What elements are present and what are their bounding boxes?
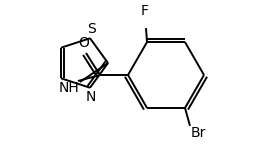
Text: O: O xyxy=(79,36,89,50)
Text: N: N xyxy=(86,90,96,104)
Text: S: S xyxy=(87,22,95,36)
Text: NH: NH xyxy=(59,81,79,95)
Text: F: F xyxy=(141,4,149,18)
Text: Br: Br xyxy=(190,126,206,140)
